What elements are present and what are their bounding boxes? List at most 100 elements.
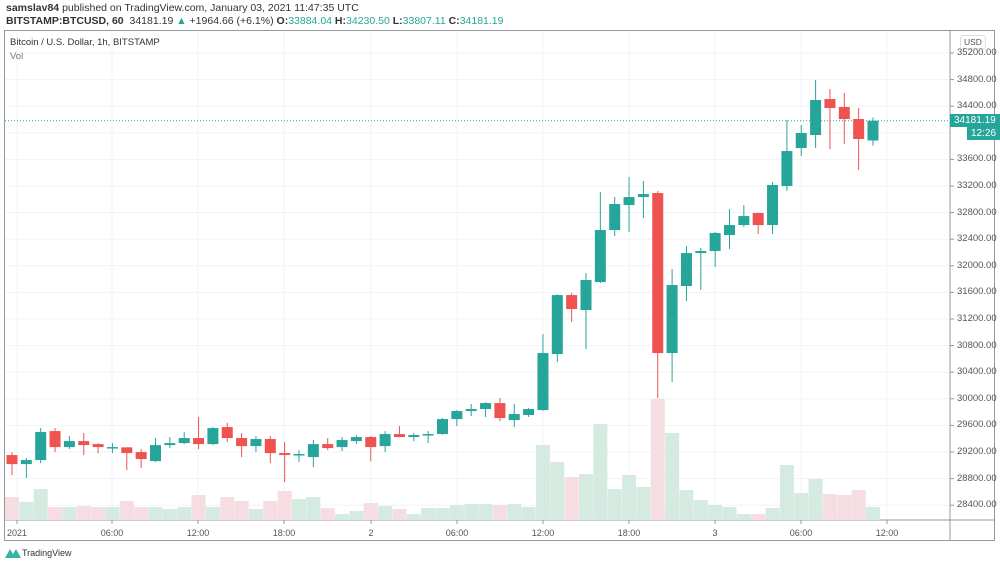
candle-body [810,100,822,135]
volume-bar [406,514,421,520]
volume-bar [851,490,866,520]
candle-body [408,435,420,438]
volume-bar [378,506,393,520]
candle-body [637,194,649,198]
volume-bar [48,507,63,520]
price-label: 30800.00 [957,339,997,351]
published-text: published on TradingView.com, January 03… [62,2,359,14]
time-label: 12:00 [531,528,555,538]
candle-body [336,440,348,448]
volume-bar [507,504,522,520]
volume-bar [492,505,507,520]
up-arrow-icon: ▲ [176,15,187,27]
time-label: 12:00 [875,528,899,538]
tradingview-logo-icon [5,549,21,558]
candle-body [221,427,233,439]
volume-bar [320,508,335,520]
candle-body [709,233,721,252]
candle-body [551,295,563,355]
volume-bar [134,507,149,520]
time-label: 18:00 [617,528,641,538]
candle-body [580,280,592,311]
volume-bar [5,497,19,520]
candle-body [523,409,535,416]
time-label: 2021 [6,528,28,538]
volume-bar [234,501,249,520]
volume-bar [679,490,694,520]
publish-info: samslav84 published on TradingView.com, … [6,2,359,14]
volume-bar [19,502,34,520]
last-price-tag: 34181.19 [950,114,1000,127]
volume-bar [349,511,364,520]
candle-body [379,434,391,447]
candle-body [178,438,190,444]
volume-bar [866,507,880,520]
volume-bar [435,508,450,520]
candle-body [494,403,506,419]
bar-countdown-tag: 12:26 [967,127,1000,140]
currency-button[interactable]: USD [960,35,986,49]
candle-body [594,230,606,283]
volume-bar [148,507,163,520]
candle-body [752,212,764,226]
candle-body [135,452,147,460]
time-label: 3 [712,528,718,538]
candle-body [279,453,291,456]
volume-bar [335,514,350,520]
high-label: H: [334,15,347,27]
tradingview-logo[interactable]: TradingView [4,546,72,560]
volume-bar [593,424,608,520]
chart-frame [4,30,995,541]
tradingview-brand: TradingView [22,548,72,558]
volume-bar [622,475,637,520]
last-price: 34181.19 [129,15,174,27]
candle-body [350,437,362,442]
price-label: 33200.00 [957,180,997,191]
candle-body [236,438,248,447]
candle-body [609,204,621,231]
volume-bar [62,507,77,520]
volume-bar [162,509,177,520]
volume-bar [392,509,407,520]
symbol-info: BITSTAMP:BTCUSD, 60 34181.19 ▲ +1964.66 … [6,15,503,27]
candle-body [49,431,61,448]
volume-bar [765,508,780,520]
candle-body [393,434,405,438]
candle-body [322,444,334,449]
low-label: L: [392,15,403,27]
volume-bar [76,506,91,520]
candle-body [838,106,850,120]
volume-bar [33,489,48,520]
candle-body [724,225,735,236]
candle-body [867,120,879,141]
volume-bar [564,477,579,520]
candle-body [824,99,836,108]
price-label: 33600.00 [957,153,997,165]
volume-bar [205,507,220,520]
author-name[interactable]: samslav84 [6,2,60,14]
candle-body [437,419,448,435]
volume-bar [220,497,235,520]
candle-body [566,295,578,310]
volume-bar [751,514,766,520]
volume-bar [579,474,593,520]
candle-body [853,119,865,139]
volume-bar [822,494,837,520]
volume-bar [521,507,536,520]
volume-bar [779,465,794,520]
candle-body [35,432,47,461]
volume-bar [722,507,737,520]
volume-bar [708,505,723,520]
volume-bar [808,479,823,520]
price-label: 34400.00 [957,100,997,112]
price-label: 31600.00 [957,286,997,298]
price-label: 29200.00 [957,446,997,457]
volume-bar [421,508,436,520]
volume-bar [837,495,852,520]
candle-body [451,411,463,420]
time-label: 06:00 [445,528,469,538]
time-label: 06:00 [789,528,813,538]
candle-body [250,439,262,447]
volume-bar [292,499,306,520]
